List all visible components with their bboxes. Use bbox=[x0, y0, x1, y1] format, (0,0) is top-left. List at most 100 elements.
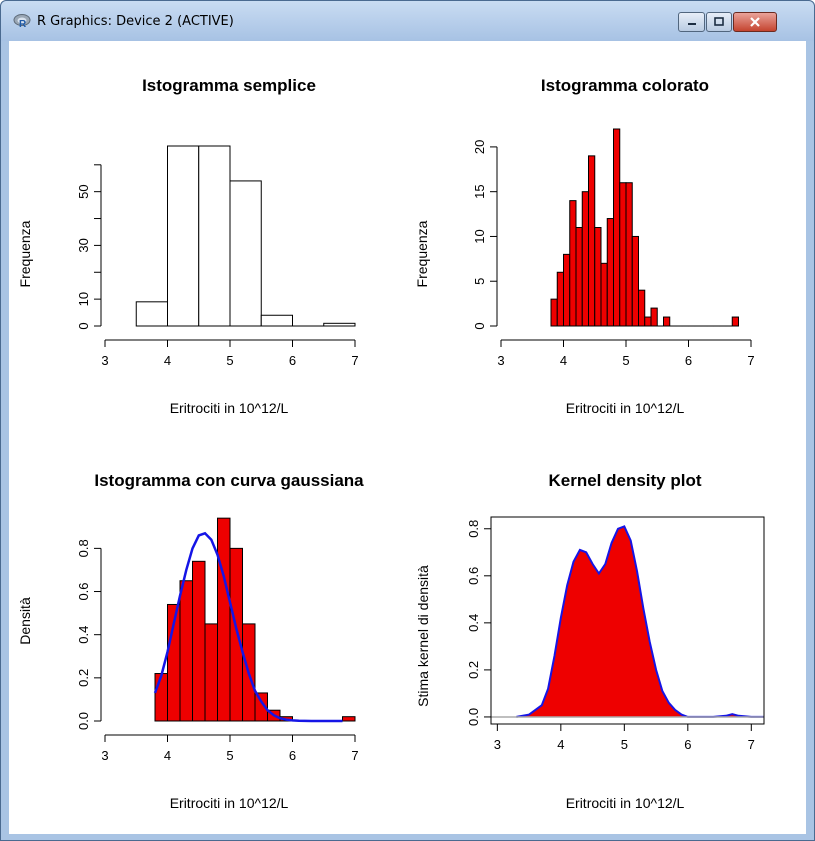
y-tick-label: 0.8 bbox=[76, 539, 91, 557]
window-title: R Graphics: Device 2 (ACTIVE) bbox=[37, 14, 234, 29]
x-axis-label: Eritrociti in 10^12/L bbox=[170, 795, 289, 811]
x-axis-label: Eritrociti in 10^12/L bbox=[566, 795, 685, 811]
x-tick-label: 3 bbox=[101, 353, 108, 368]
x-axis: 3 4 5 6 7 bbox=[494, 723, 755, 752]
close-button[interactable] bbox=[733, 12, 777, 32]
histogram-bar bbox=[342, 716, 356, 722]
histogram-bar bbox=[588, 155, 596, 327]
x-tick-label: 5 bbox=[622, 353, 629, 368]
x-tick-label: 5 bbox=[226, 748, 233, 763]
y-tick-label: 50 bbox=[76, 184, 91, 198]
y-tick-label: 5 bbox=[472, 278, 487, 285]
x-tick-label: 6 bbox=[289, 353, 296, 368]
histogram-bar bbox=[575, 227, 583, 327]
x-tick-label: 7 bbox=[747, 353, 754, 368]
y-axis-label: Stima kernel di densità bbox=[415, 565, 431, 707]
y-axis: 0.0 0.2 0.4 0.6 0.8 bbox=[76, 539, 102, 730]
histogram-bar bbox=[556, 271, 564, 327]
histogram-bar bbox=[663, 316, 671, 327]
histogram-bar bbox=[631, 235, 639, 327]
maximize-button[interactable] bbox=[706, 12, 732, 32]
x-tick-label: 3 bbox=[101, 748, 108, 763]
y-tick-label: 0.0 bbox=[76, 712, 91, 730]
maximize-icon bbox=[707, 13, 731, 31]
y-tick-label: 15 bbox=[472, 184, 487, 198]
histogram-bar bbox=[563, 253, 571, 327]
histogram-bar bbox=[594, 227, 602, 327]
y-axis-label: Densità bbox=[17, 597, 33, 645]
x-axis: 3 4 5 6 7 bbox=[101, 339, 359, 368]
histogram-bar bbox=[600, 262, 608, 327]
gaussian-curve-line bbox=[153, 531, 343, 723]
y-axis: 0 10 30 50 bbox=[76, 164, 102, 330]
x-tick-label: 5 bbox=[226, 353, 233, 368]
y-axis: 0 5 10 15 20 bbox=[472, 140, 498, 330]
histogram-bar bbox=[154, 673, 168, 722]
y-tick-label: 0.8 bbox=[466, 520, 481, 538]
histogram-bar bbox=[167, 145, 200, 327]
histogram-bar bbox=[619, 182, 627, 327]
histogram-bar bbox=[198, 145, 231, 327]
x-tick-label: 4 bbox=[164, 748, 171, 763]
histogram-bar bbox=[606, 218, 614, 327]
histogram-bar bbox=[192, 560, 206, 722]
chart-title: Kernel density plot bbox=[548, 471, 701, 490]
panel-kernel-density: Kernel density plot 0.0 0.2 0.4 0.6 0.8 3 4 5 6… bbox=[415, 471, 765, 811]
y-axis-label: Frequenza bbox=[414, 220, 430, 287]
x-tick-label: 3 bbox=[497, 353, 504, 368]
y-tick-label: 0.6 bbox=[76, 582, 91, 600]
histogram-bar bbox=[217, 517, 231, 722]
x-axis: 3 4 5 6 7 bbox=[497, 339, 755, 368]
histogram-bar bbox=[229, 180, 262, 327]
density-area bbox=[490, 516, 765, 725]
panel-histogram-simple: Istogramma semplice 0 10 30 50 3 4 5 6 7 Eritro… bbox=[17, 76, 359, 416]
x-tick-label: 6 bbox=[685, 353, 692, 368]
histogram-bar bbox=[650, 307, 658, 327]
chart-title: Istogramma con curva gaussiana bbox=[94, 471, 364, 490]
histogram-bar bbox=[323, 322, 356, 327]
y-tick-label: 30 bbox=[76, 238, 91, 252]
bars-group bbox=[550, 128, 739, 327]
minimize-button[interactable] bbox=[678, 12, 705, 32]
histogram-bar bbox=[638, 289, 646, 327]
panel-histogram-gaussian: Istogramma con curva gaussiana 0.0 0.2 0.4… bbox=[17, 471, 364, 811]
y-tick-label: 0.4 bbox=[76, 626, 91, 644]
histogram-bar bbox=[204, 623, 218, 722]
x-tick-label: 5 bbox=[621, 737, 628, 752]
density-fill bbox=[516, 526, 764, 717]
x-tick-label: 6 bbox=[684, 737, 691, 752]
svg-text:R: R bbox=[19, 19, 27, 29]
x-tick-label: 4 bbox=[557, 737, 564, 752]
chart-title: Istogramma semplice bbox=[142, 76, 316, 95]
x-tick-label: 4 bbox=[560, 353, 567, 368]
chart-title: Istogramma colorato bbox=[541, 76, 709, 95]
y-tick-label: 0.4 bbox=[466, 614, 481, 632]
histogram-bar bbox=[625, 182, 633, 327]
gaussian-curve bbox=[153, 531, 343, 723]
histogram-bar bbox=[613, 128, 621, 327]
x-tick-label: 4 bbox=[164, 353, 171, 368]
title-bar[interactable]: R R Graphics: Device 2 (ACTIVE) bbox=[1, 1, 814, 41]
bars-group bbox=[154, 517, 356, 722]
close-icon bbox=[734, 13, 776, 31]
x-tick-label: 7 bbox=[748, 737, 755, 752]
y-tick-label: 0.6 bbox=[466, 567, 481, 585]
histogram-bar bbox=[731, 316, 739, 327]
y-tick-label: 0.0 bbox=[466, 708, 481, 726]
y-tick-label: 0 bbox=[472, 322, 487, 329]
x-axis-label: Eritrociti in 10^12/L bbox=[170, 400, 289, 416]
histogram-bar bbox=[550, 298, 558, 327]
y-axis-label: Frequenza bbox=[17, 220, 33, 287]
y-tick-label: 0 bbox=[76, 322, 91, 329]
x-tick-label: 7 bbox=[351, 353, 358, 368]
histogram-bar bbox=[179, 580, 193, 722]
x-axis: 3 4 5 6 7 bbox=[101, 734, 359, 763]
histogram-bar bbox=[254, 692, 268, 722]
y-axis: 0.0 0.2 0.4 0.6 0.8 bbox=[466, 520, 492, 726]
x-tick-label: 3 bbox=[494, 737, 501, 752]
r-logo-icon: R bbox=[13, 14, 31, 29]
histogram-bar bbox=[260, 314, 293, 327]
